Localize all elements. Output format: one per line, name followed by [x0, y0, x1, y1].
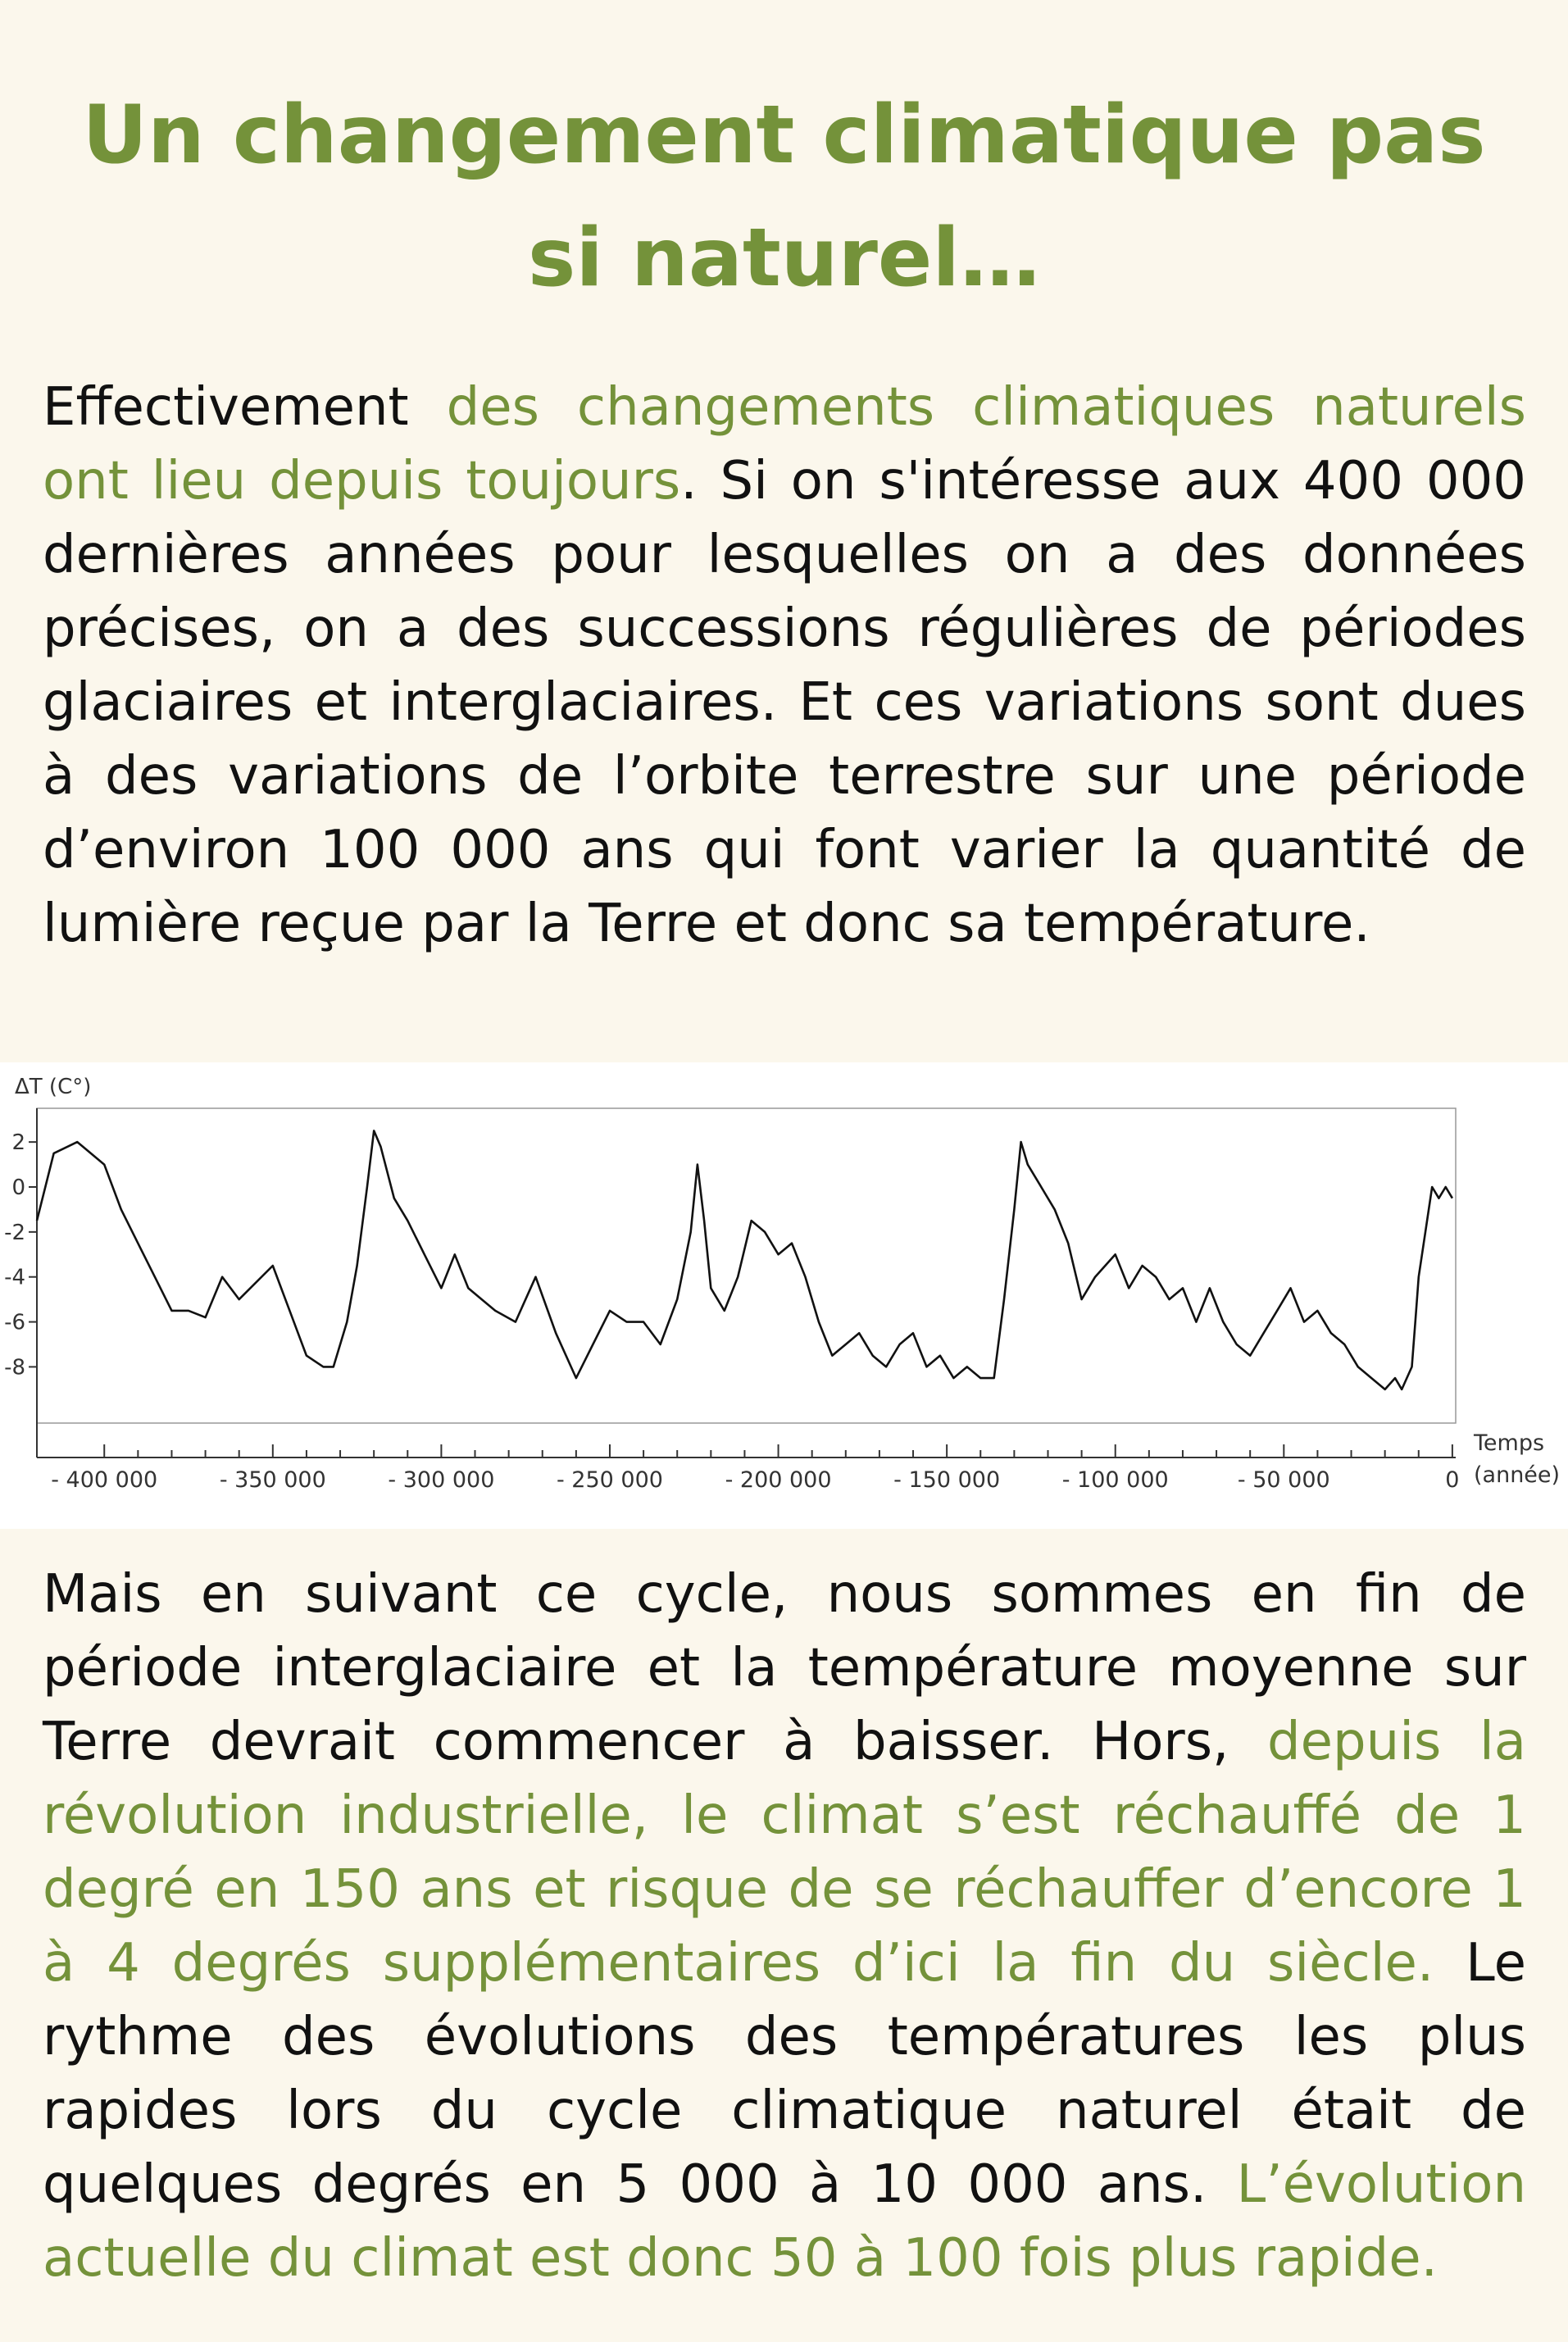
intro-highlight: des changements climatiques naturels ont…	[43, 377, 1526, 512]
temperature-chart-svg: ΔT (C°) 2 0 -2 -4 -6 -8 - 400 000 - 350 000 - 3…	[4, 1075, 1560, 1493]
x-tick-label: - 100 000	[1062, 1467, 1169, 1493]
x-tick-label: - 350 000	[220, 1467, 326, 1493]
conclusion-paragraph: Mais en suivant ce cycle, nous sommes en…	[43, 1558, 1526, 2295]
x-tick-label: - 400 000	[51, 1467, 157, 1493]
conclusion-highlight-1: depuis la révolution industrielle, le cl…	[43, 1712, 1527, 1994]
y-tick-label: -4	[4, 1266, 25, 1290]
intro-paragraph: Effectivement des changements climatique…	[43, 371, 1526, 961]
y-tick-label: 0	[11, 1176, 25, 1200]
y-tick-label: 2	[11, 1130, 25, 1155]
y-tick-label: -6	[4, 1311, 25, 1335]
temperature-chart: ΔT (C°) 2 0 -2 -4 -6 -8 - 400 000 - 350 000 - 3…	[0, 1062, 1568, 1529]
page-title: Un changement climatique pas si naturel…	[82, 89, 1486, 305]
y-tick-label: -8	[4, 1355, 25, 1380]
x-axis-label-line1: Temps	[1473, 1430, 1544, 1456]
y-axis-label: ΔT (C°)	[15, 1075, 91, 1099]
x-axis-label-line2: (année)	[1474, 1462, 1560, 1488]
x-tick-label: 0	[1445, 1467, 1459, 1493]
conclusion-highlight-2: L’évolution actuelle du climat est donc …	[43, 2154, 1526, 2289]
x-tick-label: - 250 000	[557, 1467, 663, 1493]
conclusion-text-1: Mais en suivant ce cycle, nous sommes en…	[43, 1564, 1526, 1772]
intro-text-1: Effectivement	[43, 377, 447, 438]
temperature-series-line	[35, 1130, 1454, 1391]
plot-frame	[36, 1107, 1457, 1424]
x-tick-label: - 150 000	[893, 1467, 1000, 1493]
x-tick-label: - 50 000	[1238, 1467, 1330, 1493]
conclusion-text-2: Le rythme des évolutions des température…	[43, 1933, 1527, 2215]
x-tick-label: - 300 000	[388, 1467, 494, 1493]
intro-text-2: . Si on s'intéresse aux 400 000 dernière…	[43, 451, 1526, 954]
y-tick-label: -2	[4, 1221, 25, 1245]
x-tick-label: - 200 000	[725, 1467, 832, 1493]
